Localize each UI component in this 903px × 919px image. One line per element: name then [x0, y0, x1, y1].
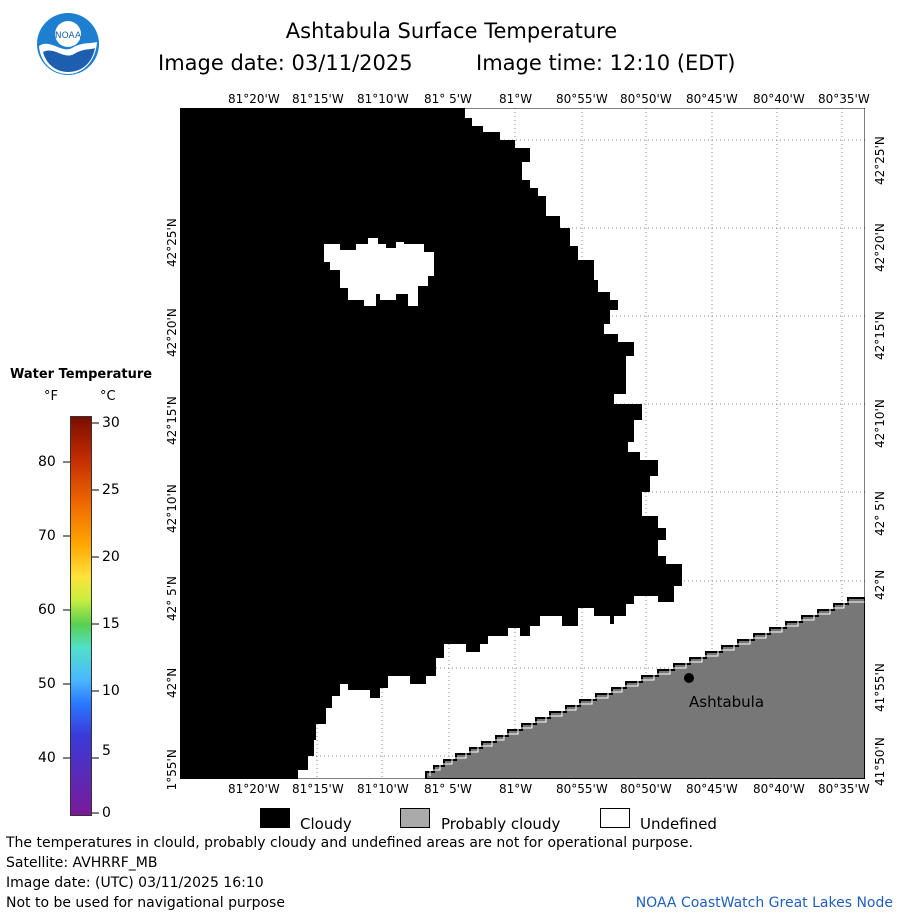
- tick-f: 80: [38, 454, 56, 470]
- lon-label: 80°35'W: [818, 782, 870, 796]
- lon-label: 80°55'W: [556, 92, 608, 106]
- lat-label: 42°10'N: [165, 484, 179, 533]
- lat-label: 42°20'N: [873, 223, 887, 272]
- cloud-area: [180, 108, 682, 779]
- lon-label: 81°W: [499, 92, 533, 106]
- tick-f: 40: [38, 750, 56, 766]
- ashtabula-marker: [684, 673, 694, 683]
- undefined-swatch: [600, 808, 630, 828]
- lon-label: 81°10'W: [357, 92, 409, 106]
- undefined-hole: [324, 238, 434, 306]
- navigation-warning: Not to be used for navigational purpose: [6, 895, 285, 911]
- tick-c: 25: [102, 482, 120, 498]
- lon-label: 81°15'W: [292, 782, 344, 796]
- lon-label: 80°45'W: [686, 782, 738, 796]
- lon-label: 80°40'W: [753, 92, 805, 106]
- lat-label: 42°25'N: [165, 218, 179, 267]
- tick-c: 30: [102, 415, 120, 431]
- lon-label: 80°35'W: [818, 92, 870, 106]
- map-area: Ashtabula: [180, 108, 865, 779]
- unit-celsius: °C: [100, 389, 116, 404]
- credit-text: NOAA CoastWatch Great Lakes Node: [635, 895, 893, 911]
- map-title: Ashtabula Surface Temperature: [285, 19, 618, 43]
- place-label-ashtabula: Ashtabula: [689, 693, 764, 711]
- image-time: Image time: 12:10 (EDT): [476, 51, 736, 75]
- lat-label: 42°N: [165, 668, 179, 698]
- shoreline: [429, 601, 865, 776]
- probably-cloudy-swatch: [400, 808, 430, 828]
- lon-label: 81° 5'W: [424, 782, 472, 796]
- image-date: Image date: 03/11/2025: [158, 51, 413, 75]
- lat-label: 42° 5'N: [873, 491, 887, 536]
- lon-label: 81°20'W: [228, 92, 280, 106]
- lat-label: 42° 5'N: [165, 576, 179, 621]
- unit-fahrenheit: °F: [44, 389, 58, 404]
- svg-text:NOAA: NOAA: [55, 31, 82, 41]
- tick-c: 10: [102, 683, 120, 699]
- tick-c: 5: [102, 743, 111, 759]
- lat-label: 42°15'N: [873, 311, 887, 360]
- legend-cloudy: Cloudy: [300, 815, 352, 833]
- lon-label: 81° 5'W: [424, 92, 472, 106]
- satellite-text: Satellite: AVHRRF_MB: [6, 855, 158, 871]
- color-scale-ticks: [63, 422, 99, 814]
- lat-label: 42°20'N: [165, 308, 179, 357]
- lon-label: 80°55'W: [556, 782, 608, 796]
- lon-label: 81°W: [499, 782, 533, 796]
- lat-label: 41°50'N: [873, 737, 887, 786]
- lon-label: 80°50'W: [620, 782, 672, 796]
- legend-probably-cloudy: Probably cloudy: [441, 815, 561, 833]
- lon-label: 81°15'W: [292, 92, 344, 106]
- tick-f: 50: [38, 676, 56, 692]
- disclaimer-text: The temperatures in clould, probably clo…: [6, 835, 693, 851]
- lat-labels-right: 42°25'N 42°20'N 42°15'N 42°10'N 42° 5'N …: [873, 136, 887, 786]
- lat-label: 42°10'N: [873, 399, 887, 448]
- lat-label: 41°55'N: [165, 749, 179, 790]
- lat-label: 42°15'N: [165, 396, 179, 445]
- tick-c: 20: [102, 549, 120, 565]
- tick-c: 0: [102, 805, 111, 821]
- legend-undefined: Undefined: [640, 815, 717, 833]
- utc-date-text: Image date: (UTC) 03/11/2025 16:10: [6, 875, 264, 891]
- lon-label: 80°50'W: [620, 92, 672, 106]
- lon-label: 81°20'W: [228, 782, 280, 796]
- lon-label: 81°10'W: [357, 782, 409, 796]
- tick-f: 60: [38, 602, 56, 618]
- lat-label: 41°55'N: [873, 663, 887, 712]
- lon-label: 80°40'W: [753, 782, 805, 796]
- lon-label: 80°45'W: [686, 92, 738, 106]
- tick-c: 15: [102, 616, 120, 632]
- tick-f: 70: [38, 528, 56, 544]
- cloudy-swatch: [260, 808, 290, 828]
- color-scale-bar: [70, 416, 92, 816]
- color-scale-title: Water Temperature: [10, 367, 153, 382]
- lat-label: 42°N: [873, 570, 887, 600]
- lat-labels-left: 42°25'N 42°20'N 42°15'N 42°10'N 42° 5'N …: [165, 218, 179, 790]
- lat-label: 42°25'N: [873, 136, 887, 185]
- noaa-logo: NOAA: [37, 13, 99, 75]
